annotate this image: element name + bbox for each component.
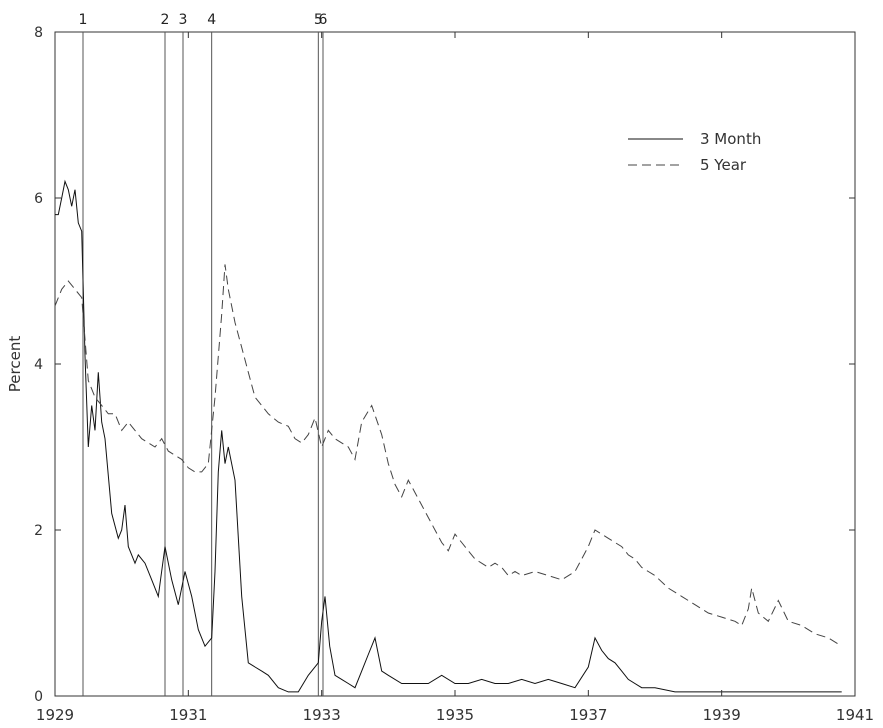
x-tick-label: 1931 — [169, 706, 207, 724]
series-layer — [54, 179, 842, 693]
event-label-5: 5 — [314, 12, 323, 28]
legend-label-3-month: 3 Month — [700, 130, 761, 148]
event-label-4: 4 — [207, 12, 216, 28]
x-tick-label: 1929 — [36, 706, 74, 724]
event-label-3: 3 — [179, 12, 188, 28]
legend: 3 Month 5 Year — [628, 130, 761, 174]
series-line-5-year — [54, 264, 842, 647]
event-label-2: 2 — [161, 12, 170, 28]
x-tick-label: 1937 — [569, 706, 607, 724]
x-tick-label: 1933 — [303, 706, 341, 724]
y-tick-label: 8 — [34, 25, 43, 41]
x-axis-ticks: 1929 1931 1933 1935 1937 1939 1941 — [36, 32, 874, 724]
y-tick-label: 0 — [34, 689, 43, 705]
x-tick-label: 1935 — [436, 706, 474, 724]
event-label-1: 1 — [79, 12, 88, 28]
y-axis-ticks: 0 2 4 6 8 — [34, 25, 855, 705]
x-tick-label: 1939 — [703, 706, 741, 724]
series-line-3-month — [55, 179, 842, 693]
event-label-6: 6 — [319, 12, 328, 28]
y-tick-label: 2 — [34, 523, 43, 539]
y-tick-label: 6 — [34, 191, 43, 207]
y-axis-label: Percent — [6, 336, 24, 393]
event-markers: 1 2 3 4 56 — [79, 12, 328, 696]
legend-label-5-year: 5 Year — [700, 156, 747, 174]
x-tick-label: 1941 — [836, 706, 874, 724]
y-tick-label: 4 — [34, 357, 43, 373]
